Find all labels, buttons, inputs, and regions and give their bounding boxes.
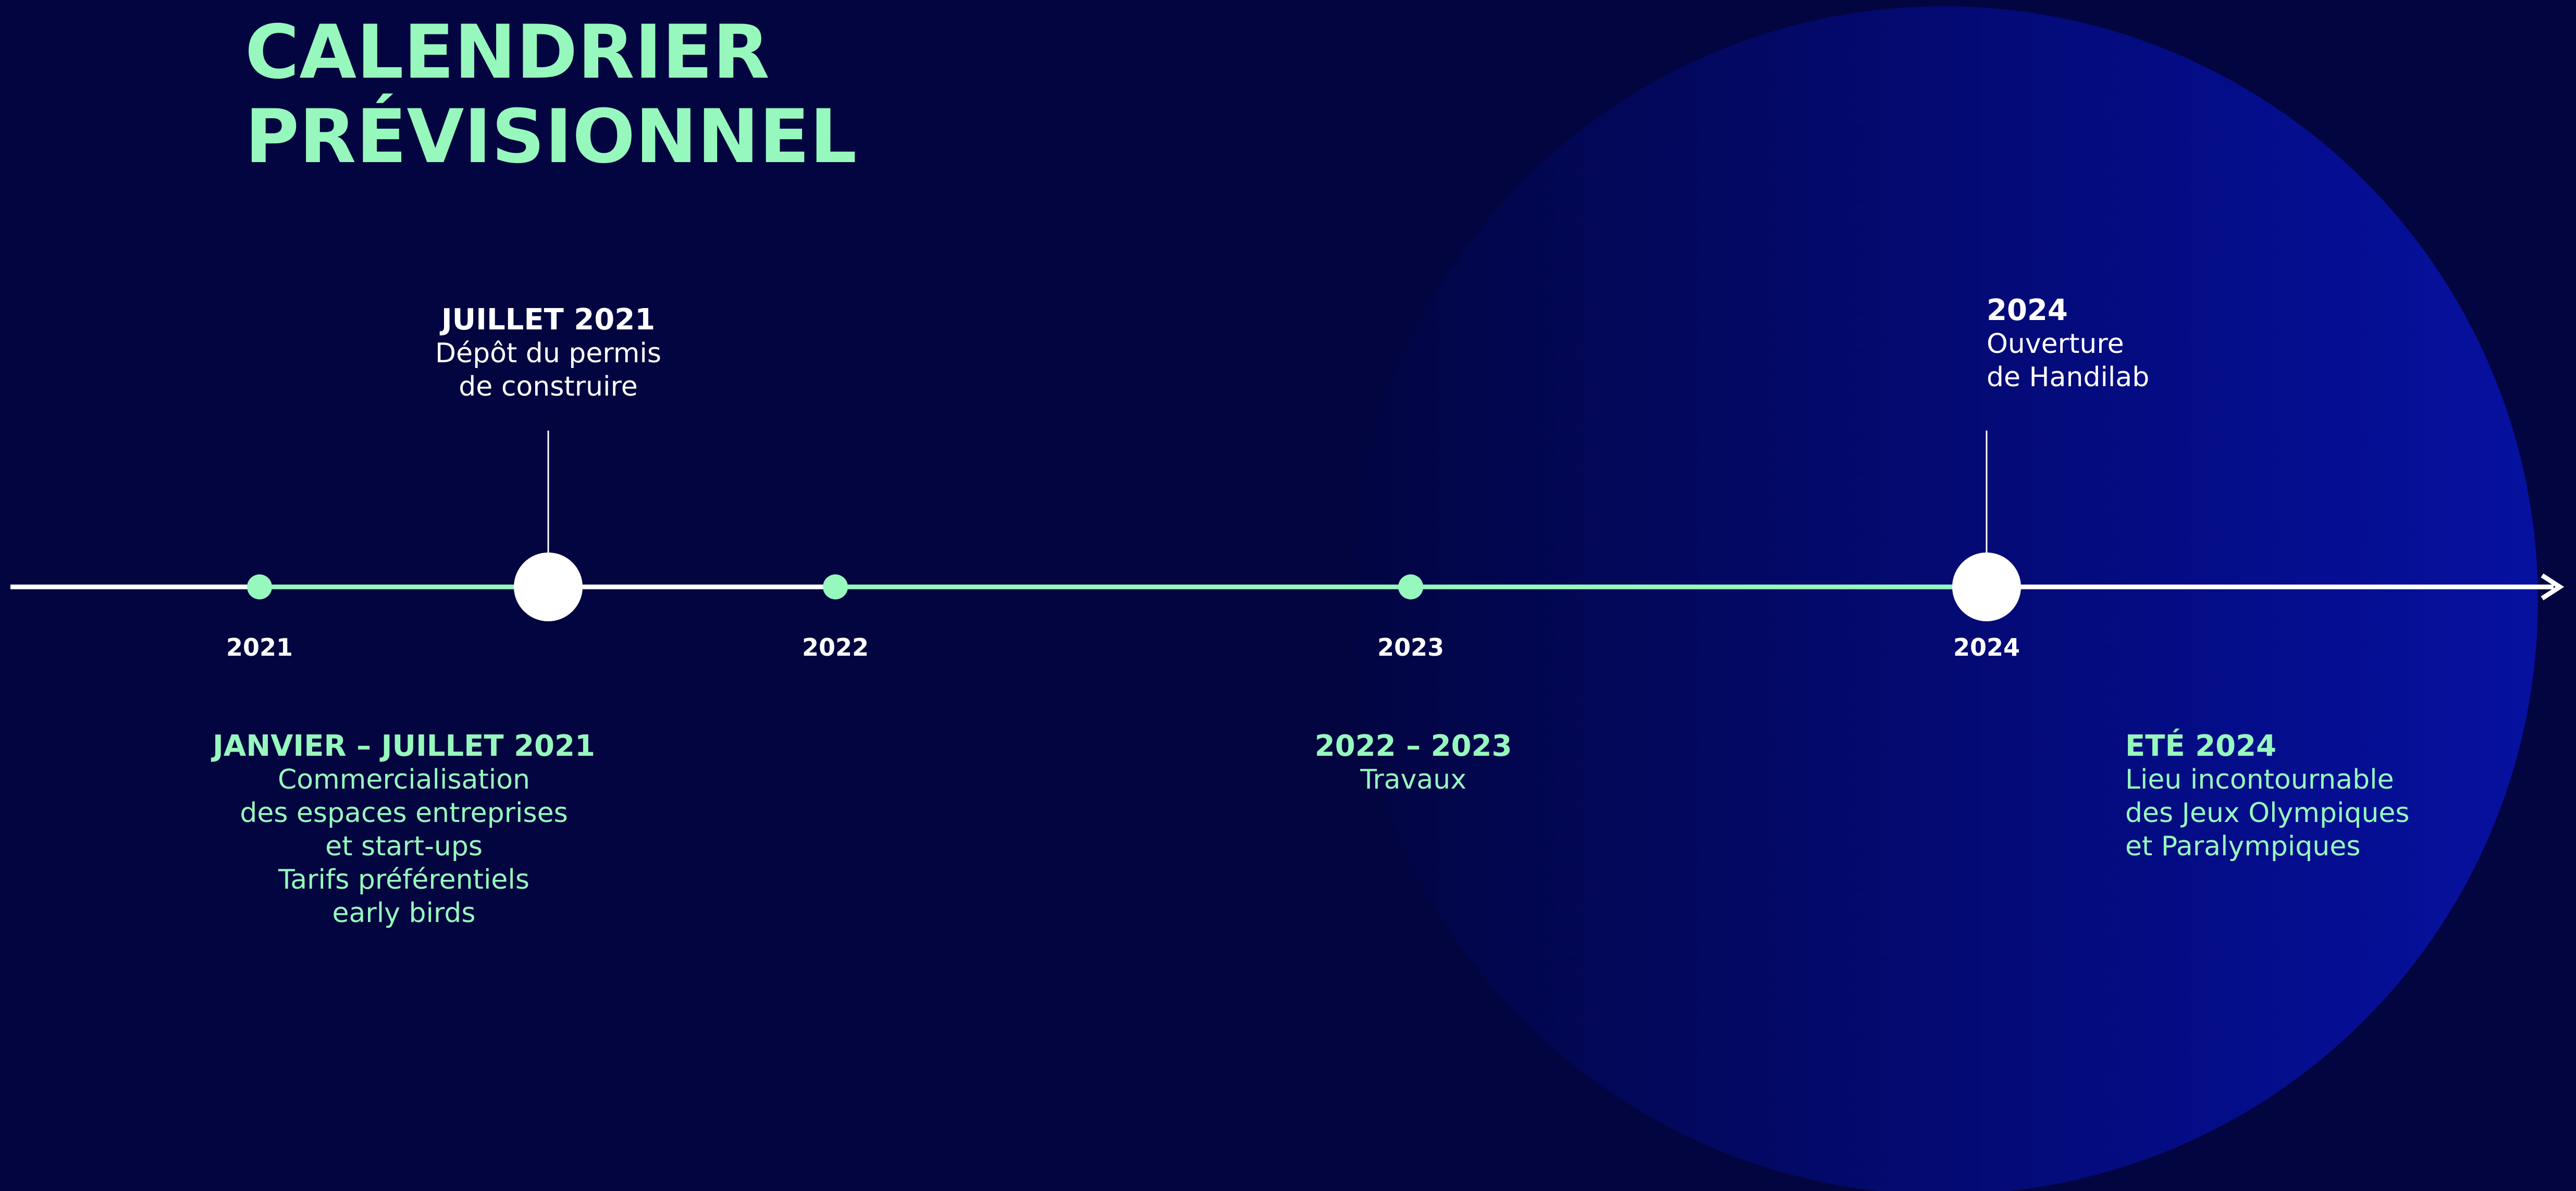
year-dot-2022 [823, 574, 848, 599]
milestone-label-permis: JUILLET 2021 Dépôt du permis de construi… [392, 303, 705, 403]
phase-label-jeux: ETÉ 2024 Lieu incontournable des Jeux Ol… [2125, 730, 2521, 863]
phase-text-line: Travaux [1360, 764, 1466, 795]
milestone-text-line: de Handilab [1987, 362, 2150, 393]
year-dot-2023 [1398, 574, 1423, 599]
milestone-marker-1 [514, 552, 583, 621]
axis-arrow [2541, 573, 2565, 600]
title-line-1: CALENDRIER [245, 9, 770, 95]
phase-date: ETÉ 2024 [2125, 729, 2277, 763]
year-label-2021: 2021 [226, 633, 293, 661]
title-line-2: PRÉVISIONNEL [245, 94, 857, 180]
phase-date: JANVIER – JUILLET 2021 [213, 729, 595, 763]
milestone-label-ouverture: 2024 Ouverture de Handilab [1987, 294, 2299, 394]
milestone-date: JUILLET 2021 [441, 303, 656, 337]
phase-text-line: Commercialisation [277, 764, 531, 795]
phase-date: 2022 – 2023 [1314, 729, 1512, 763]
phase-label-travaux: 2022 – 2023 Travaux [1257, 730, 1570, 796]
milestone-marker-2 [1952, 552, 2021, 621]
phase-text-line: des Jeux Olympiques [2125, 797, 2410, 829]
year-label-2023: 2023 [1377, 633, 1445, 661]
phase-text-line: et start-ups [325, 831, 483, 862]
phase-label-commercialisation: JANVIER – JUILLET 2021 Commercialisation… [195, 730, 612, 930]
phase-text-line: Lieu incontournable [2125, 764, 2394, 795]
page-title: CALENDRIER PRÉVISIONNEL [245, 10, 857, 179]
milestone-text-line: Dépôt du permis [435, 338, 661, 369]
phase-text-line: et Paralympiques [2125, 831, 2361, 862]
milestone-text-line: de construire [459, 371, 638, 402]
year-label-2022: 2022 [802, 633, 869, 661]
phase-text-line: early birds [332, 898, 476, 929]
milestone-date: 2024 [1987, 293, 2068, 327]
milestone-text-line: Ouverture [1987, 328, 2124, 360]
background-circle [1350, 6, 2538, 1191]
phase-text-line: des espaces entreprises [240, 797, 568, 829]
year-label-2024: 2024 [1953, 633, 2020, 661]
year-dot-2021 [247, 574, 272, 599]
phase-text-line: Tarifs préférentiels [278, 864, 529, 895]
